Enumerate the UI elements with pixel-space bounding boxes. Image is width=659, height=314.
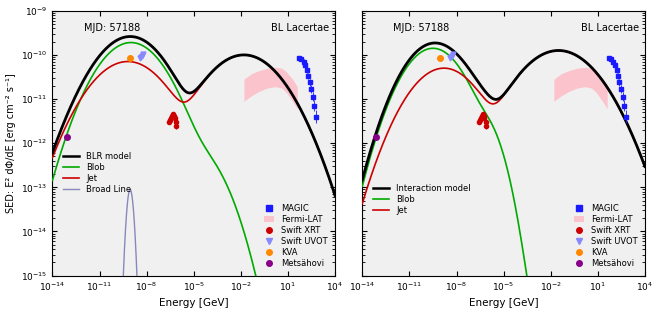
Text: MJD: 57188: MJD: 57188 (393, 23, 449, 33)
Y-axis label: SED: E² dΦ/dE [erg cm⁻² s⁻¹]: SED: E² dΦ/dE [erg cm⁻² s⁻¹] (5, 73, 16, 213)
X-axis label: Energy [GeV]: Energy [GeV] (159, 298, 229, 308)
X-axis label: Energy [GeV]: Energy [GeV] (469, 298, 538, 308)
Text: BL Lacertae: BL Lacertae (581, 23, 639, 33)
Legend: MAGIC, Fermi-LAT, Swift XRT, Swift UVOT, KVA, Metsähovi: MAGIC, Fermi-LAT, Swift XRT, Swift UVOT,… (571, 200, 641, 272)
Text: MJD: 57188: MJD: 57188 (84, 23, 140, 33)
Legend: MAGIC, Fermi-LAT, Swift XRT, Swift UVOT, KVA, Metsähovi: MAGIC, Fermi-LAT, Swift XRT, Swift UVOT,… (261, 200, 331, 272)
Text: BL Lacertae: BL Lacertae (272, 23, 330, 33)
